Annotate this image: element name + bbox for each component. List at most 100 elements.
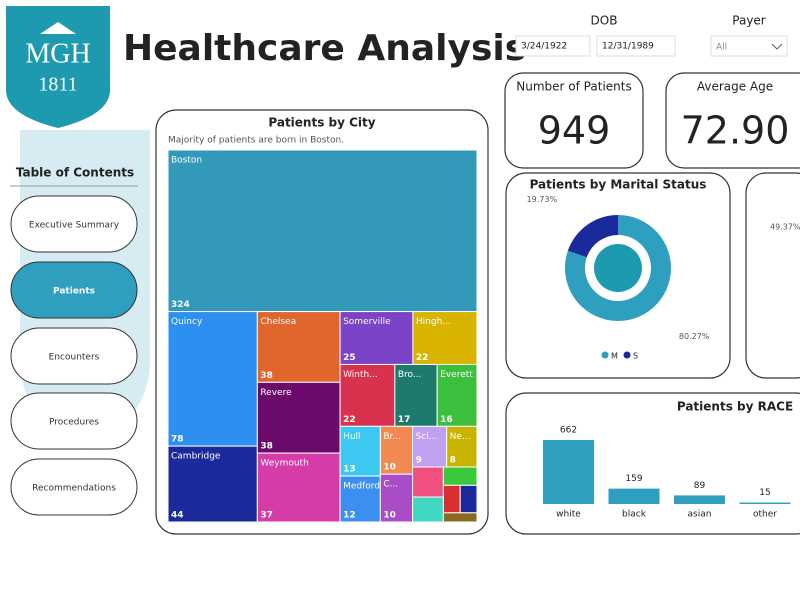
- logo-building: [40, 22, 76, 34]
- data-label: 80.27%: [679, 332, 710, 341]
- tile-value: 10: [383, 511, 396, 521]
- tile-label: Ne...: [450, 432, 471, 442]
- treemap-tile: [167, 149, 478, 313]
- date-input[interactable]: [515, 35, 591, 57]
- logo-badge: [594, 244, 642, 292]
- chart-title: Patients by RACE: [677, 400, 793, 414]
- tile-value: 17: [398, 415, 411, 425]
- tile-value: 38: [260, 442, 273, 452]
- treemap-tile: [379, 473, 414, 523]
- legend-label: S: [633, 352, 638, 361]
- tile-value: 22: [416, 353, 429, 363]
- tile-value: 10: [383, 463, 396, 473]
- nav-button[interactable]: [10, 195, 138, 253]
- card-label: Average Age: [697, 80, 773, 94]
- data-label: 19.73%: [527, 195, 558, 204]
- tile-label: Cambridge: [171, 452, 221, 462]
- tile-label: Revere: [260, 388, 292, 398]
- tile-label: Medford: [343, 482, 380, 492]
- date-input[interactable]: [596, 35, 676, 57]
- tile-value: 324: [171, 300, 190, 310]
- bar: [739, 502, 791, 504]
- tile-label: Everett: [440, 370, 473, 380]
- donut-slice: [567, 215, 618, 258]
- card-value: 72.90: [681, 109, 790, 153]
- x-tick-label: other: [753, 510, 777, 520]
- data-label: 15: [759, 488, 770, 498]
- dropdown[interactable]: [710, 35, 788, 57]
- treemap-tile: [442, 484, 461, 514]
- bar: [608, 488, 660, 504]
- nav-title: Table of Contents: [16, 166, 134, 180]
- data-label: 89: [694, 481, 706, 491]
- logo-year: 1811: [38, 74, 77, 96]
- bar: [674, 495, 725, 504]
- nav-button[interactable]: [10, 327, 138, 385]
- bar: [543, 440, 594, 504]
- nav-button[interactable]: [10, 392, 138, 450]
- date-value: 12/31/1989: [602, 42, 654, 52]
- nav-button[interactable]: [10, 458, 138, 516]
- treemap-tile: [436, 363, 478, 427]
- tile-label: Br...: [383, 432, 401, 442]
- treemap-tile: [412, 496, 444, 523]
- tile-label: Hull: [343, 432, 360, 442]
- treemap-tile: [256, 381, 341, 454]
- tile-value: 22: [343, 415, 356, 425]
- tile-value: 78: [171, 435, 184, 445]
- x-tick-label: white: [556, 510, 581, 520]
- legend-marker: [601, 351, 609, 359]
- chart-title: Patients by Marital Status: [530, 178, 707, 192]
- logo: [6, 6, 110, 128]
- treemap-tile: [339, 425, 381, 477]
- data-label: 662: [560, 426, 577, 436]
- panel: [745, 172, 800, 379]
- donut: 80.27% M 19.73% S: [527, 195, 710, 361]
- tile-label: Boston: [171, 156, 202, 166]
- nav-label: Encounters: [49, 353, 100, 363]
- tile-value: 25: [343, 353, 356, 363]
- treemap-tile: [459, 484, 478, 514]
- treemap-tile: [379, 425, 414, 475]
- treemap-tile: [442, 466, 478, 486]
- page-title: Healthcare Analysis: [123, 28, 526, 69]
- x-tick-label: asian: [688, 510, 712, 520]
- logo-text: MGH: [25, 38, 90, 69]
- filter-label: DOB: [591, 14, 618, 28]
- treemap-tile: [339, 311, 414, 365]
- tile-value: 38: [260, 371, 273, 381]
- nav-label: Executive Summary: [29, 221, 120, 231]
- dropdown-value: All: [716, 43, 727, 53]
- tile-label: Winth...: [343, 370, 378, 380]
- card-label: Number of Patients: [516, 80, 631, 94]
- tile-label: Somerville: [343, 317, 391, 327]
- tile-label: Sci...: [416, 432, 438, 442]
- chart-subtitle: Majority of patients are born in Boston.: [168, 136, 344, 146]
- tile-value: 9: [416, 456, 422, 466]
- nav-button[interactable]: [10, 261, 138, 319]
- tile-value: 16: [440, 415, 453, 425]
- card: [504, 72, 644, 169]
- card: [665, 72, 800, 169]
- nav-label: Recommendations: [32, 484, 116, 494]
- tile-label: Chelsea: [260, 317, 296, 327]
- date-value: 3/24/1922: [521, 42, 567, 52]
- treemap: Boston 324 Quincy 78 Cambridge 44 Chelsea 38 Rev…: [167, 149, 478, 523]
- treemap-tile: [412, 425, 448, 468]
- nav: Executive Summary Patients Encounters Proce…: [10, 195, 138, 516]
- treemap-tile: [167, 445, 258, 523]
- donut-slice: [564, 215, 671, 321]
- tile-value: 8: [450, 456, 456, 466]
- tile-value: 13: [343, 465, 356, 475]
- nav-label: Procedures: [49, 418, 99, 428]
- tile-value: 12: [343, 511, 356, 521]
- treemap-tile: [446, 425, 478, 468]
- data-label: 159: [625, 474, 642, 484]
- treemap-tile: [394, 363, 438, 427]
- data-label: 49.37%: [770, 223, 800, 232]
- x-tick-label: black: [622, 510, 647, 520]
- treemap-tile: [412, 311, 478, 365]
- treemap-tile: [256, 452, 341, 523]
- chart-title: Patients by City: [268, 116, 375, 130]
